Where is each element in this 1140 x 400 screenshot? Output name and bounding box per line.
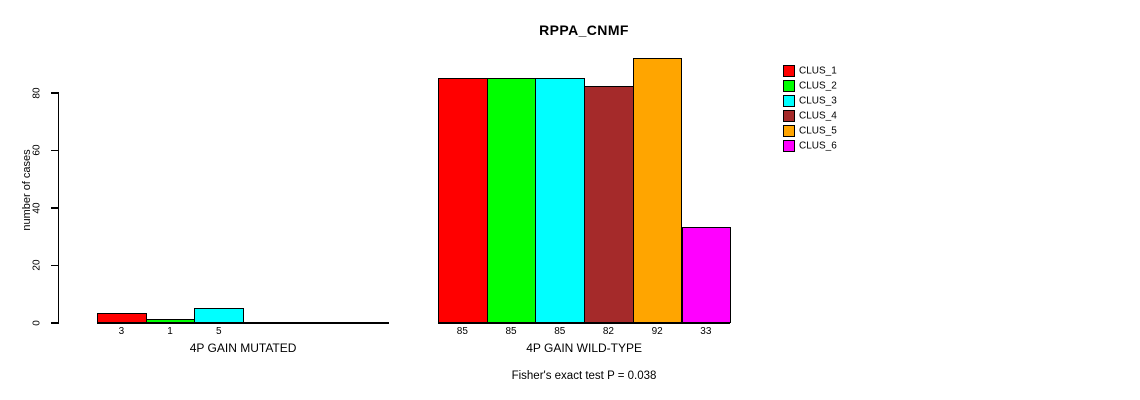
- bar-clus_3: [194, 307, 245, 323]
- bar-value-label: 3: [118, 326, 125, 337]
- legend-label: CLUS_4: [799, 110, 837, 122]
- bar-value-label: 85: [554, 326, 566, 337]
- fisher-test-annotation: Fisher's exact test P = 0.038: [511, 370, 657, 382]
- legend-swatch-clus_2: [783, 80, 795, 92]
- bar-clus_2: [486, 77, 537, 323]
- bar-clus_5: [632, 57, 683, 323]
- bar-clus_2: [145, 319, 196, 323]
- legend-label: CLUS_1: [799, 65, 837, 77]
- y-tick: [50, 207, 58, 209]
- legend-label: CLUS_5: [799, 125, 837, 137]
- bar-clus_1: [438, 77, 488, 323]
- y-tick-label: 20: [31, 259, 43, 271]
- y-tick-label: 40: [31, 202, 43, 214]
- legend-label: CLUS_2: [799, 80, 837, 92]
- legend-swatch-clus_5: [783, 125, 795, 137]
- bar-clus_1: [97, 313, 147, 323]
- bar-value-label: 1: [167, 326, 173, 337]
- bar-value-label: 82: [602, 326, 614, 337]
- y-tick: [50, 264, 58, 266]
- bar-value-label: 92: [651, 326, 663, 337]
- bar-value-label: 85: [505, 326, 517, 337]
- y-axis-label: number of cases: [21, 149, 33, 231]
- bar-clus_4: [584, 86, 634, 323]
- bar-clus_3: [535, 77, 586, 323]
- y-tick: [50, 149, 58, 151]
- legend-swatch-clus_1: [783, 65, 795, 77]
- y-tick-label: 0: [31, 319, 43, 326]
- y-axis-line: [57, 92, 59, 324]
- y-tick-label: 60: [31, 144, 43, 156]
- y-tick-label: 80: [31, 87, 43, 99]
- bar-value-label: 85: [456, 326, 468, 337]
- legend-swatch-clus_6: [783, 140, 795, 152]
- y-tick: [50, 92, 58, 94]
- legend-swatch-clus_3: [783, 95, 795, 107]
- legend-swatch-clus_4: [783, 110, 795, 122]
- x-axis-group-label: 4P GAIN MUTATED: [189, 341, 297, 355]
- bar-clus_6: [681, 227, 732, 323]
- chart-title: RPPA_CNMF: [539, 22, 629, 38]
- y-tick: [50, 322, 58, 324]
- legend-label: CLUS_6: [799, 140, 837, 152]
- bar-value-label: 5: [215, 326, 222, 337]
- bar-value-label: 33: [700, 326, 712, 337]
- legend-label: CLUS_3: [799, 95, 837, 107]
- x-axis-group-label: 4P GAIN WILD-TYPE: [526, 341, 642, 355]
